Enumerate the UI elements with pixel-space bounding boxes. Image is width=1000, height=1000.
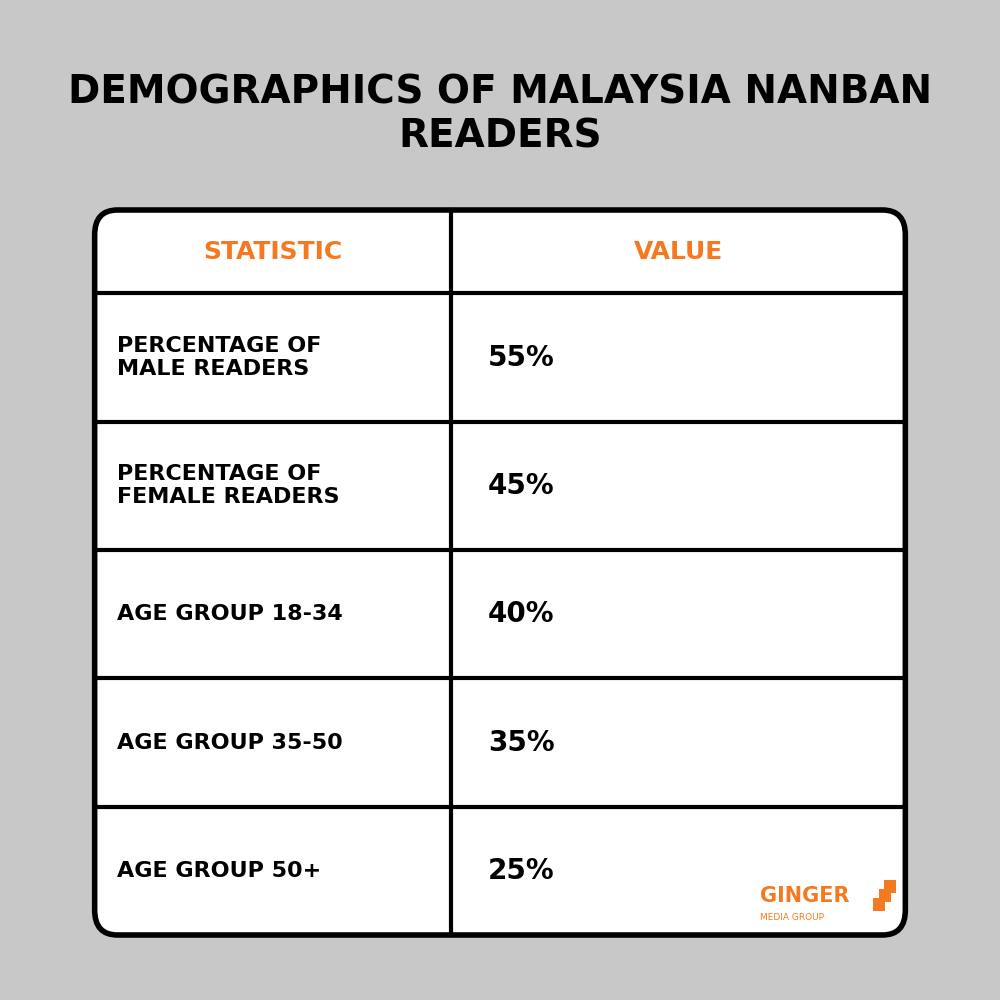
- Text: MEDIA GROUP: MEDIA GROUP: [760, 912, 824, 922]
- Bar: [879, 889, 891, 902]
- Text: DEMOGRAPHICS OF MALAYSIA NANBAN
READERS: DEMOGRAPHICS OF MALAYSIA NANBAN READERS: [68, 74, 932, 156]
- Text: 40%: 40%: [488, 600, 554, 628]
- Text: STATISTIC: STATISTIC: [203, 240, 343, 264]
- Text: 45%: 45%: [488, 472, 554, 500]
- Text: 35%: 35%: [488, 729, 554, 757]
- Bar: [884, 880, 896, 893]
- Text: 55%: 55%: [488, 344, 555, 372]
- Text: PERCENTAGE OF
MALE READERS: PERCENTAGE OF MALE READERS: [117, 336, 322, 379]
- Text: GINGER: GINGER: [760, 886, 849, 906]
- Bar: [873, 898, 885, 911]
- Text: AGE GROUP 35-50: AGE GROUP 35-50: [117, 733, 343, 753]
- Text: VALUE: VALUE: [634, 240, 723, 264]
- Text: PERCENTAGE OF
FEMALE READERS: PERCENTAGE OF FEMALE READERS: [117, 464, 340, 507]
- Text: AGE GROUP 18-34: AGE GROUP 18-34: [117, 604, 343, 624]
- Text: AGE GROUP 50+: AGE GROUP 50+: [117, 861, 322, 881]
- Text: 25%: 25%: [488, 857, 554, 885]
- FancyBboxPatch shape: [95, 210, 905, 935]
